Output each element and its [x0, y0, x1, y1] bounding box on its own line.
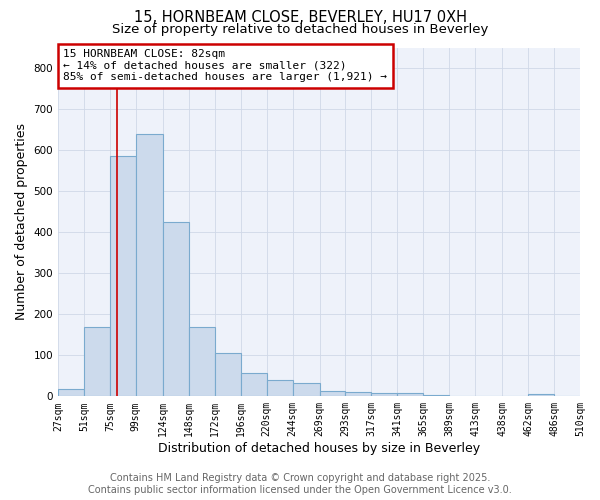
Bar [346, 392, 371, 396]
Bar [320, 390, 346, 396]
Bar [84, 328, 110, 396]
Bar [266, 380, 293, 396]
Bar [371, 392, 397, 396]
Bar [58, 389, 84, 396]
Bar [528, 394, 554, 396]
Bar [215, 353, 241, 397]
Y-axis label: Number of detached properties: Number of detached properties [15, 124, 28, 320]
Bar [136, 134, 163, 396]
Bar [293, 383, 320, 396]
Bar [189, 326, 215, 396]
Text: 15 HORNBEAM CLOSE: 82sqm
← 14% of detached houses are smaller (322)
85% of semi-: 15 HORNBEAM CLOSE: 82sqm ← 14% of detach… [63, 49, 387, 82]
Text: 15, HORNBEAM CLOSE, BEVERLEY, HU17 0XH: 15, HORNBEAM CLOSE, BEVERLEY, HU17 0XH [133, 10, 467, 25]
Text: Contains HM Land Registry data © Crown copyright and database right 2025.
Contai: Contains HM Land Registry data © Crown c… [88, 474, 512, 495]
X-axis label: Distribution of detached houses by size in Beverley: Distribution of detached houses by size … [158, 442, 480, 455]
Bar [163, 222, 189, 396]
Bar [424, 394, 449, 396]
Bar [397, 393, 424, 396]
Bar [241, 373, 266, 396]
Text: Size of property relative to detached houses in Beverley: Size of property relative to detached ho… [112, 22, 488, 36]
Bar [110, 156, 136, 396]
